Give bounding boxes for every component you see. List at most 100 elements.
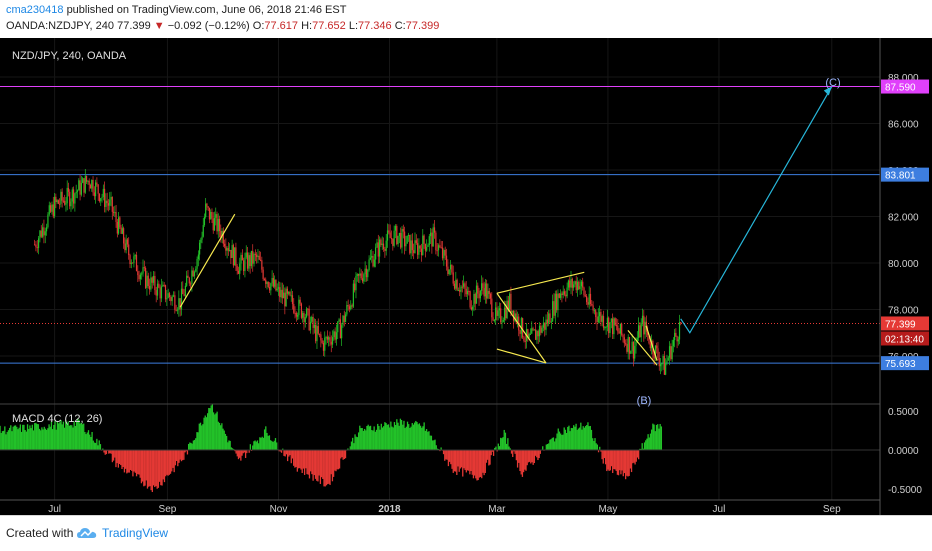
candle-body [587,302,588,305]
tradingview-link[interactable]: TradingView [102,526,168,540]
macd-bar [479,450,480,478]
macd-bar [325,450,326,486]
candle-body [187,276,188,278]
candle-body [549,313,550,322]
macd-bar [538,450,539,458]
macd-bar [391,427,392,450]
macd-bar [87,432,88,450]
symbol-legend[interactable]: NZD/JPY, 240, OANDA [12,50,127,62]
candle-body [85,176,86,193]
candle-body [252,251,253,264]
time-tick-label: May [598,504,617,515]
macd-bar [286,450,287,454]
candle-body [609,322,610,333]
macd-bar [430,436,431,450]
macd-bar [291,450,292,463]
macd-bar [517,450,518,468]
macd-bar [263,438,264,450]
candle-body [314,325,315,328]
macd-bar [614,450,615,469]
author-link[interactable]: cma230418 [6,4,64,16]
candle-body [234,247,235,265]
macd-bar [305,450,306,468]
resistance-price-badge: 83.801 [885,171,916,182]
macd-bar [170,450,171,474]
candle-body [468,291,469,292]
candle-body [208,207,209,208]
candle-body [172,296,173,301]
macd-bar [268,436,269,450]
macd-bar [141,450,142,483]
macd-bar [328,450,329,484]
macd-bar [559,432,560,450]
candle-body [662,356,663,363]
candle-body [625,343,626,344]
macd-bar [303,450,304,469]
candle-body [87,181,88,182]
macd-bar [193,441,194,450]
macd-bar [630,450,631,468]
macd-bar [487,450,488,460]
macd-bar [253,441,254,450]
macd-bar [493,450,494,456]
macd-bar [125,450,126,469]
candle-body [552,301,553,321]
macd-bar [289,450,290,455]
candle-body [620,324,621,334]
candle-body [43,227,44,235]
price-chart[interactable]: 88.00086.00084.00082.00080.00078.00076.0… [0,38,932,515]
macd-bar [432,440,433,450]
candle-body [115,212,116,222]
macd-bar [120,450,121,465]
candle-body [213,219,214,231]
macd-bar [238,450,239,459]
macd-bar [79,424,80,450]
candle-body [480,291,481,299]
macd-bar [481,450,482,478]
macd-bar [530,450,531,463]
candle-body [365,269,366,274]
macd-bar [448,450,449,466]
macd-bar [285,450,286,456]
candle-body [669,346,670,357]
macd-bar [113,450,114,461]
time-tick-label: Jul [713,504,726,515]
candle-body [199,243,200,255]
candle-body [608,318,609,333]
candle-body [157,284,158,296]
macd-bar [356,437,357,450]
macd-bar [212,404,213,450]
macd-bar [180,450,181,460]
candle-body [410,240,411,253]
candle-body [477,286,478,294]
candle-body [189,278,190,284]
candle-body [672,346,673,359]
candle-body [420,246,421,249]
candle-body [425,244,426,251]
candle-body [510,294,511,313]
macd-bar [105,450,106,455]
candle-body [532,328,533,330]
candle-body [114,212,115,213]
candle-body [496,307,497,315]
candle-body [565,295,566,297]
macd-bar [143,450,144,486]
chart-area[interactable]: 88.00086.00084.00082.00080.00078.00076.0… [0,38,932,515]
candle-body [46,227,47,231]
candle-body [401,229,402,248]
candle-body [678,339,679,341]
candle-body [50,205,51,212]
macd-bar [363,431,364,450]
candle-body [228,248,229,251]
macd-bar [594,438,595,450]
candle-body [581,282,582,287]
macd-bar [499,446,500,450]
macd-bar [592,438,593,450]
macd-bar [149,450,150,486]
macd-bar [653,425,654,450]
macd-bar [235,450,236,454]
macd-bar [41,427,42,450]
macd-legend[interactable]: MACD 4C (12, 26) [12,413,102,425]
candle-body [238,271,239,274]
macd-bar [222,429,223,450]
